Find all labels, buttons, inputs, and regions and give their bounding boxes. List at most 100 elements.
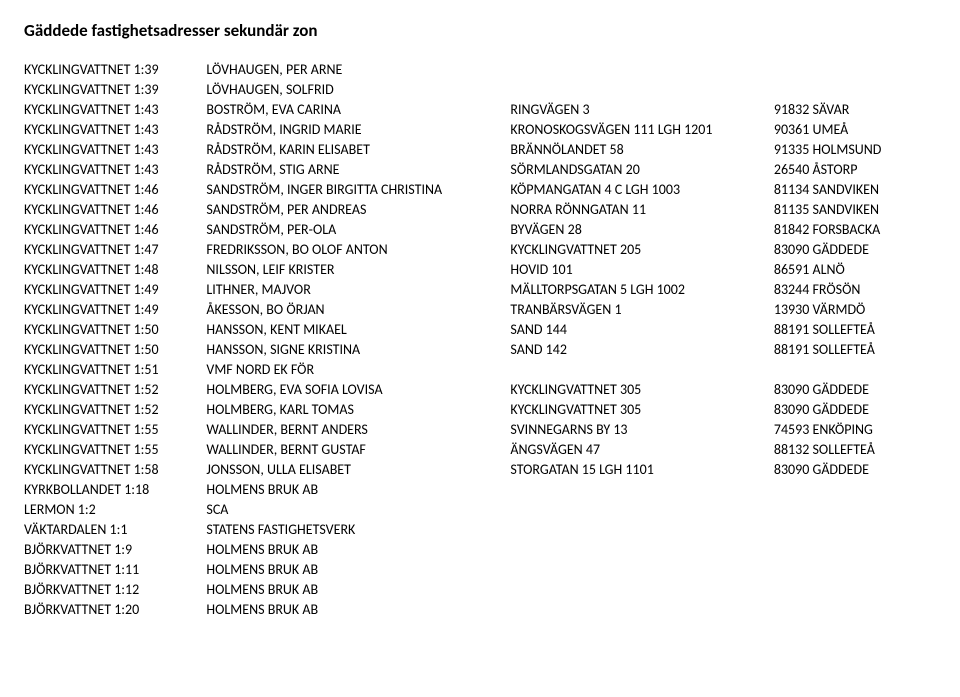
cell-property: KYCKLINGVATTNET 1:51	[24, 359, 206, 379]
cell-property: KYCKLINGVATTNET 1:43	[24, 119, 206, 139]
cell-name: VMF NORD EK FÖR	[206, 359, 510, 379]
cell-property: KYCKLINGVATTNET 1:46	[24, 179, 206, 199]
cell-postal: 90361 UMEÅ	[774, 119, 936, 139]
cell-name: NILSSON, LEIF KRISTER	[206, 259, 510, 279]
table-row: KYCKLINGVATTNET 1:43RÅDSTRÖM, INGRID MAR…	[24, 119, 936, 139]
cell-name: HOLMENS BRUK AB	[206, 579, 510, 599]
table-row: KYCKLINGVATTNET 1:46SANDSTRÖM, PER-OLABY…	[24, 219, 936, 239]
cell-address: KYCKLINGVATTNET 205	[510, 239, 773, 259]
cell-name: HANSSON, SIGNE KRISTINA	[206, 339, 510, 359]
cell-property: KYCKLINGVATTNET 1:39	[24, 79, 206, 99]
cell-address: NORRA RÖNNGATAN 11	[510, 199, 773, 219]
table-row: KYCKLINGVATTNET 1:52HOLMBERG, KARL TOMAS…	[24, 399, 936, 419]
table-row: KYCKLINGVATTNET 1:39LÖVHAUGEN, SOLFRID	[24, 79, 936, 99]
cell-address	[510, 499, 773, 519]
cell-property: KYCKLINGVATTNET 1:43	[24, 159, 206, 179]
cell-address	[510, 79, 773, 99]
cell-property: KYCKLINGVATTNET 1:58	[24, 459, 206, 479]
cell-postal: 13930 VÄRMDÖ	[774, 299, 936, 319]
cell-postal: 83090 GÄDDEDE	[774, 239, 936, 259]
table-row: BJÖRKVATTNET 1:12HOLMENS BRUK AB	[24, 579, 936, 599]
cell-postal: 83090 GÄDDEDE	[774, 379, 936, 399]
table-row: KYCKLINGVATTNET 1:50HANSSON, KENT MIKAEL…	[24, 319, 936, 339]
cell-postal	[774, 359, 936, 379]
cell-address: TRANBÄRSVÄGEN 1	[510, 299, 773, 319]
table-row: BJÖRKVATTNET 1:9HOLMENS BRUK AB	[24, 539, 936, 559]
cell-property: KYCKLINGVATTNET 1:46	[24, 219, 206, 239]
cell-postal	[774, 599, 936, 619]
page-title: Gäddede fastighetsadresser sekundär zon	[24, 20, 936, 41]
cell-name: LITHNER, MAJVOR	[206, 279, 510, 299]
cell-address	[510, 59, 773, 79]
cell-address: KÖPMANGATAN 4 C LGH 1003	[510, 179, 773, 199]
table-row: KYCKLINGVATTNET 1:47FREDRIKSSON, BO OLOF…	[24, 239, 936, 259]
table-row: KYCKLINGVATTNET 1:49LITHNER, MAJVORMÄLLT…	[24, 279, 936, 299]
cell-name: RÅDSTRÖM, INGRID MARIE	[206, 119, 510, 139]
cell-postal	[774, 559, 936, 579]
cell-postal: 83090 GÄDDEDE	[774, 399, 936, 419]
cell-property: KYCKLINGVATTNET 1:50	[24, 339, 206, 359]
cell-postal	[774, 539, 936, 559]
cell-property: KYCKLINGVATTNET 1:52	[24, 399, 206, 419]
cell-address: MÄLLTORPSGATAN 5 LGH 1002	[510, 279, 773, 299]
cell-name: JONSSON, ULLA ELISABET	[206, 459, 510, 479]
cell-postal: 81135 SANDVIKEN	[774, 199, 936, 219]
cell-property: BJÖRKVATTNET 1:9	[24, 539, 206, 559]
table-row: KYCKLINGVATTNET 1:39LÖVHAUGEN, PER ARNE	[24, 59, 936, 79]
table-row: KYCKLINGVATTNET 1:43RÅDSTRÖM, STIG ARNES…	[24, 159, 936, 179]
table-row: KYCKLINGVATTNET 1:50HANSSON, SIGNE KRIST…	[24, 339, 936, 359]
cell-name: RÅDSTRÖM, KARIN ELISABET	[206, 139, 510, 159]
cell-address	[510, 519, 773, 539]
cell-postal: 83090 GÄDDEDE	[774, 459, 936, 479]
cell-name: HOLMBERG, EVA SOFIA LOVISA	[206, 379, 510, 399]
cell-property: BJÖRKVATTNET 1:12	[24, 579, 206, 599]
cell-name: LÖVHAUGEN, SOLFRID	[206, 79, 510, 99]
cell-property: KYCKLINGVATTNET 1:55	[24, 419, 206, 439]
address-table: KYCKLINGVATTNET 1:39LÖVHAUGEN, PER ARNEK…	[24, 59, 936, 619]
cell-name: HOLMENS BRUK AB	[206, 599, 510, 619]
cell-property: KYCKLINGVATTNET 1:46	[24, 199, 206, 219]
cell-postal: 86591 ALNÖ	[774, 259, 936, 279]
table-row: KYCKLINGVATTNET 1:52HOLMBERG, EVA SOFIA …	[24, 379, 936, 399]
cell-address: KRONOSKOGSVÄGEN 111 LGH 1201	[510, 119, 773, 139]
cell-address	[510, 579, 773, 599]
cell-property: LERMON 1:2	[24, 499, 206, 519]
cell-address: SAND 142	[510, 339, 773, 359]
cell-name: SCA	[206, 499, 510, 519]
cell-name: STATENS FASTIGHETSVERK	[206, 519, 510, 539]
table-row: KYCKLINGVATTNET 1:48NILSSON, LEIF KRISTE…	[24, 259, 936, 279]
table-row: KYCKLINGVATTNET 1:55WALLINDER, BERNT GUS…	[24, 439, 936, 459]
cell-property: KYCKLINGVATTNET 1:43	[24, 139, 206, 159]
cell-address	[510, 599, 773, 619]
cell-property: BJÖRKVATTNET 1:20	[24, 599, 206, 619]
cell-address	[510, 359, 773, 379]
cell-postal: 88191 SOLLEFTEÅ	[774, 339, 936, 359]
cell-postal	[774, 499, 936, 519]
table-row: KYRKBOLLANDET 1:18HOLMENS BRUK AB	[24, 479, 936, 499]
cell-address: STORGATAN 15 LGH 1101	[510, 459, 773, 479]
cell-postal	[774, 479, 936, 499]
cell-postal: 91832 SÄVAR	[774, 99, 936, 119]
cell-postal: 26540 ÅSTORP	[774, 159, 936, 179]
cell-name: BOSTRÖM, EVA CARINA	[206, 99, 510, 119]
table-row: KYCKLINGVATTNET 1:46SANDSTRÖM, PER ANDRE…	[24, 199, 936, 219]
cell-name: SANDSTRÖM, PER ANDREAS	[206, 199, 510, 219]
cell-name: WALLINDER, BERNT GUSTAF	[206, 439, 510, 459]
cell-property: KYCKLINGVATTNET 1:55	[24, 439, 206, 459]
cell-property: KYCKLINGVATTNET 1:48	[24, 259, 206, 279]
cell-postal: 83244 FRÖSÖN	[774, 279, 936, 299]
cell-name: ÅKESSON, BO ÖRJAN	[206, 299, 510, 319]
cell-address	[510, 559, 773, 579]
cell-address: SVINNEGARNS BY 13	[510, 419, 773, 439]
cell-address	[510, 539, 773, 559]
cell-postal: 74593 ENKÖPING	[774, 419, 936, 439]
cell-property: KYCKLINGVATTNET 1:50	[24, 319, 206, 339]
cell-postal	[774, 519, 936, 539]
table-row: KYCKLINGVATTNET 1:55WALLINDER, BERNT AND…	[24, 419, 936, 439]
cell-address: ÄNGSVÄGEN 47	[510, 439, 773, 459]
cell-property: KYCKLINGVATTNET 1:39	[24, 59, 206, 79]
cell-postal: 81134 SANDVIKEN	[774, 179, 936, 199]
cell-address: KYCKLINGVATTNET 305	[510, 399, 773, 419]
table-row: BJÖRKVATTNET 1:11HOLMENS BRUK AB	[24, 559, 936, 579]
cell-postal	[774, 579, 936, 599]
